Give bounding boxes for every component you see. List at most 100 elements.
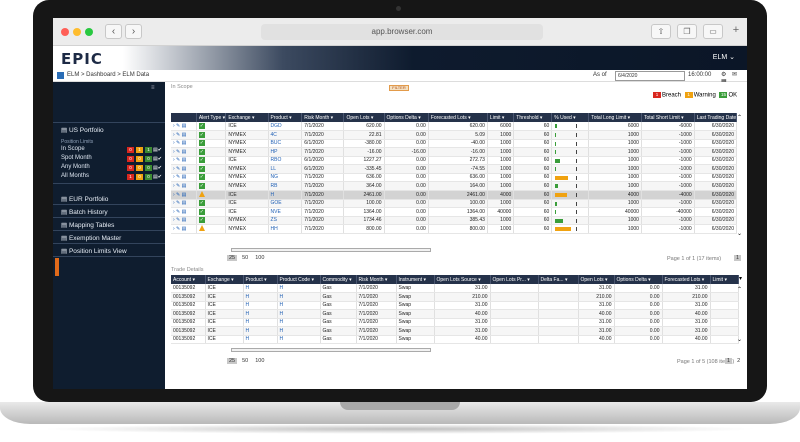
column-header-instrument[interactable]: Instrument ▾ (396, 275, 435, 284)
grid1-scroll-down-icon[interactable]: ⌄ (737, 231, 743, 237)
table-row[interactable]: › ✎ ▤ ✓ ICE NVE 7/1/2020 1364.00 0.00 1364.00 40… (171, 207, 738, 217)
product-link[interactable]: ZS (268, 216, 303, 225)
address-bar[interactable]: app.browser.com (261, 24, 543, 40)
table-row[interactable]: › ✎ ▤ ✓ ICE DGD 7/1/2020 620.00 0.00 620.00 6000… (171, 122, 738, 131)
grid2-scroll-up-icon[interactable]: ⌃ (737, 287, 743, 293)
column-header-open-lots[interactable]: Open Lots ▾ (578, 275, 615, 284)
table-row[interactable]: › ✎ ▤ NYMEX HH 7/1/2020 800.00 0.00 800.00 1000… (171, 224, 738, 234)
page-button-2[interactable]: 2 (737, 358, 741, 364)
sidebar-limit-spot-month[interactable]: Spot Month (61, 155, 92, 161)
column-header-alert-type[interactable]: Alert Type ▾ (196, 113, 227, 122)
page-button-3[interactable]: 3 (745, 358, 747, 364)
table-row[interactable]: › ✎ ▤ ✓ ICE GOE 7/1/2020 100.00 0.00 100.00 1000… (171, 199, 738, 208)
forward-button[interactable]: › (125, 24, 142, 39)
product-link[interactable]: GOE (268, 199, 303, 208)
product-link[interactable]: LL (268, 164, 303, 174)
table-row[interactable]: 00135092 ICE H H Gas 7/1/2020 Swap 31.00 31.00 0.… (171, 284, 739, 293)
sidebar-limit-any-month[interactable]: Any Month (61, 164, 90, 170)
column-header-account[interactable]: Account ▾ (171, 275, 206, 284)
column-header-limit[interactable]: Limit ▾ (487, 113, 515, 122)
column-header-total-short-limit[interactable]: Total Short Limit ▾ (641, 113, 695, 122)
grid1-page-button[interactable]: 1 (734, 255, 742, 261)
column-header-open-lots-pr-[interactable]: Open Lots Pr... ▾ (490, 275, 539, 284)
column-header--used[interactable]: % Used ▾ (551, 113, 590, 122)
new-tab-button[interactable]: + (732, 24, 740, 36)
column-header-risk-month[interactable]: Risk Month ▾ (356, 275, 397, 284)
row-actions-icon[interactable]: › ✎ ▤ (171, 156, 197, 165)
sidebar-row-actions-icon[interactable]: ▤✔ (153, 174, 162, 180)
column-header-exchange[interactable]: Exchange ▾ (205, 275, 244, 284)
table-row[interactable]: › ✎ ▤ ✓ NYMEX RB 7/1/2020 364.00 0.00 164.00 100… (171, 181, 738, 191)
us-portfolio-title[interactable]: ▤ US Portfolio (61, 127, 104, 134)
table-row[interactable]: 00135092 ICE H H Gas 7/1/2020 Swap 40.00 40.00 0.… (171, 309, 739, 319)
trade-cell[interactable]: H (277, 326, 321, 336)
table-row[interactable]: 00135092 ICE H H Gas 7/1/2020 Swap 40.00 40.00 0.… (171, 335, 739, 344)
product-link[interactable]: H (268, 190, 303, 200)
trade-cell[interactable]: H (277, 335, 321, 344)
grid2-scroll-down-icon[interactable]: ⌄ (737, 337, 743, 343)
product-link[interactable]: 4C (268, 130, 303, 140)
row-actions-icon[interactable]: › ✎ ▤ (171, 147, 197, 157)
row-actions-icon[interactable]: › ✎ ▤ (171, 122, 197, 131)
sidebar-row-actions-icon[interactable]: ▤✔ (153, 147, 162, 153)
sidebar-icon[interactable]: ▭ (703, 24, 723, 39)
trade-cell[interactable]: H (243, 318, 278, 327)
column-header-limit[interactable]: Limit ▾ (710, 275, 739, 284)
table-row[interactable]: › ✎ ▤ ✓ ICE RBO 6/1/2020 1227.27 0.00 272.73 100… (171, 156, 738, 165)
share-icon[interactable]: ⇧ (651, 24, 671, 39)
row-actions-icon[interactable]: › ✎ ▤ (171, 190, 197, 200)
product-link[interactable]: NG (268, 173, 303, 182)
grid2-menu-icon[interactable]: ▾ (739, 276, 743, 282)
table-row[interactable]: 00135092 ICE H H Gas 7/1/2020 Swap 31.00 31.00 0.… (171, 318, 739, 327)
column-header-total-long-limit[interactable]: Total Long Limit ▾ (588, 113, 642, 122)
product-link[interactable]: BUC (268, 139, 303, 148)
sidebar-limit-all-months[interactable]: All Months (61, 173, 90, 179)
product-link[interactable]: NVE (268, 207, 303, 217)
table-row[interactable]: › ✎ ▤ ✓ NYMEX ZS 7/1/2020 1734.46 0.00 385.43 10… (171, 216, 738, 225)
filter-pill[interactable]: FILTER (389, 85, 409, 91)
sidebar-item-eur-portfolio[interactable]: ▤ EUR Portfolio (53, 192, 165, 205)
page-size-25[interactable]: 25 (227, 358, 238, 364)
row-actions-icon[interactable]: › ✎ ▤ (171, 181, 197, 191)
product-link[interactable]: HP (268, 147, 303, 157)
column-header-open-lots[interactable]: Open Lots ▾ (343, 113, 385, 122)
collapse-icon[interactable]: ≡ (151, 85, 155, 91)
minimize-dot[interactable] (73, 28, 81, 36)
column-header-forecasted-lots[interactable]: Forecasted Lots ▾ (662, 275, 711, 284)
table-row[interactable]: › ✎ ▤ ✓ NYMEX 4C 7/1/2020 22.81 0.00 5.09 1000 60… (171, 130, 738, 140)
column-header-forecasted-lots[interactable]: Forecasted Lots ▾ (428, 113, 488, 122)
column-header-delta-fa-[interactable]: Delta Fa... ▾ (538, 275, 579, 284)
sidebar-row-actions-icon[interactable]: ▤✔ (153, 156, 162, 162)
column-header-product[interactable]: Product ▾ (268, 113, 303, 122)
sidebar-item-mapping-tables[interactable]: ▤ Mapping Tables (53, 218, 165, 231)
user-menu[interactable]: ELM ⌄ (712, 54, 735, 61)
row-actions-icon[interactable]: › ✎ ▤ (171, 216, 197, 225)
column-header-threshold[interactable]: Threshold ▾ (513, 113, 553, 122)
trade-cell[interactable]: H (277, 318, 321, 327)
row-actions-icon[interactable]: › ✎ ▤ (171, 199, 197, 208)
table-row[interactable]: › ✎ ▤ ✓ NYMEX BUC 6/1/2020 -380.00 0.00 -40.00 1… (171, 139, 738, 148)
close-dot[interactable] (61, 28, 69, 36)
column-header-commodity[interactable]: Commodity ▾ (320, 275, 357, 284)
product-link[interactable]: DGD (268, 122, 303, 131)
product-link[interactable]: HH (268, 224, 303, 234)
sidebar-item-batch-history[interactable]: ▤ Batch History (53, 205, 165, 218)
trade-cell[interactable]: H (277, 309, 321, 319)
grid2-hscrollbar[interactable] (231, 348, 431, 352)
page-size-100[interactable]: 100 (255, 255, 265, 261)
back-button[interactable]: ‹ (105, 24, 122, 39)
as-of-time[interactable]: 16:00:00 (688, 72, 712, 78)
as-of-date-input[interactable]: 6/4/2020 (615, 71, 685, 81)
product-link[interactable]: RB (268, 181, 303, 191)
maximize-dot[interactable] (85, 28, 93, 36)
trade-cell[interactable]: H (277, 292, 321, 302)
row-actions-icon[interactable]: › ✎ ▤ (171, 130, 197, 140)
trade-cell[interactable]: H (243, 284, 278, 293)
trade-cell[interactable]: H (277, 284, 321, 293)
trade-cell[interactable]: H (243, 309, 278, 319)
home-icon[interactable] (57, 72, 64, 79)
sidebar-row-actions-icon[interactable]: ▤✔ (153, 165, 162, 171)
column-header-open-lots-source[interactable]: Open Lots Source ▾ (434, 275, 491, 284)
table-row[interactable]: 00135092 ICE H H Gas 7/1/2020 Swap 31.00 31.00 0.… (171, 301, 739, 310)
table-row[interactable]: › ✎ ▤ ✓ NYMEX HP 7/1/2020 -16.00 -16.00 -16.00 1… (171, 147, 738, 157)
